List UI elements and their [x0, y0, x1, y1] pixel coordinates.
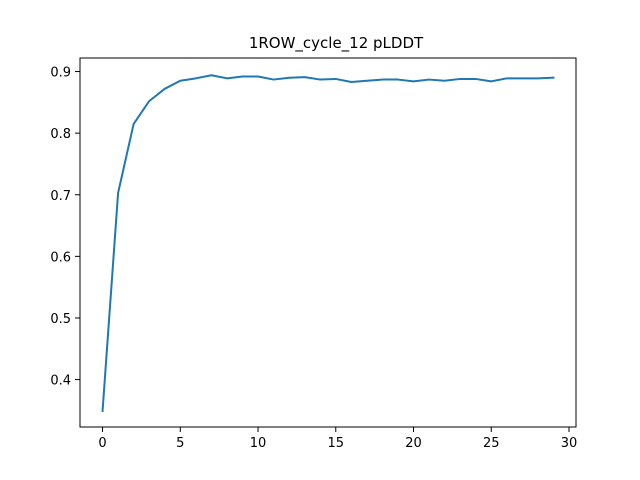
y-tick-label: 0.7 — [50, 189, 71, 204]
x-tick-label: 30 — [561, 436, 578, 451]
series-line-0 — [101, 74, 555, 413]
y-tick-label: 0.5 — [50, 312, 71, 327]
x-tick-label: 0 — [98, 436, 106, 451]
chart-title: 1ROW_cycle_12 pLDDT — [249, 34, 424, 53]
y-tick-label: 0.8 — [50, 127, 71, 142]
axes-frame — [79, 57, 577, 428]
y-tick-label: 0.6 — [50, 250, 71, 265]
x-tick-label: 5 — [176, 436, 184, 451]
x-tick-label: 20 — [405, 436, 422, 451]
plot-area: 0 5 10 15 20 25 30 0.4 0.5 0.6 0.7 0.8 0.9 — [50, 57, 578, 451]
y-tick-label: 0.9 — [50, 66, 71, 81]
x-tick-label: 25 — [483, 436, 500, 451]
x-tick-label: 10 — [250, 436, 267, 451]
x-tick-label: 15 — [328, 436, 345, 451]
y-tick-label: 0.4 — [50, 374, 71, 389]
